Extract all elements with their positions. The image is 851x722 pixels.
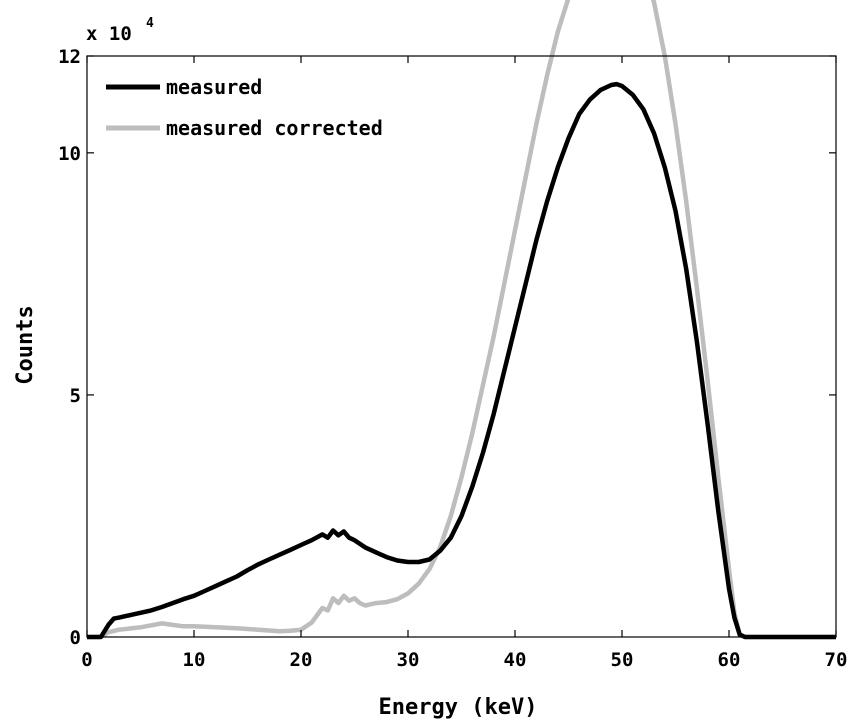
x-tick-label-0: 0 <box>81 649 92 671</box>
x-tick-label-40: 40 <box>504 649 527 671</box>
y-tick-label-10: 10 <box>58 143 81 165</box>
legend: measured measured corrected <box>106 75 383 140</box>
series-line-measured <box>87 81 836 640</box>
x-tick-label-60: 60 <box>718 649 741 671</box>
x-tick-label-20: 20 <box>290 649 313 671</box>
x-tick-label-70: 70 <box>825 649 848 671</box>
y-axis-label: Counts <box>13 305 38 384</box>
ticks-layer: 0 10 20 30 40 50 60 70 0 5 10 12 <box>58 46 847 671</box>
series-line-measured-corrected <box>87 0 836 640</box>
y-multiplier-exponent: 4 <box>146 16 154 31</box>
legend-label-measured-corrected: measured corrected <box>166 116 383 140</box>
y-tick-label-0: 0 <box>70 627 81 649</box>
y-tick-label-5: 5 <box>70 385 81 407</box>
series-layer <box>87 0 836 640</box>
x-tick-label-30: 30 <box>397 649 420 671</box>
legend-label-measured: measured <box>166 75 262 99</box>
plot-frame <box>86 55 837 638</box>
y-tick-label-12: 12 <box>58 46 81 68</box>
y-multiplier-label: x 10 <box>86 23 132 45</box>
x-axis-label: Energy (keV) <box>379 695 538 720</box>
x-tick-label-10: 10 <box>183 649 206 671</box>
x-tick-label-50: 50 <box>611 649 634 671</box>
plot-area: 0 10 20 30 40 50 60 70 0 5 10 12 <box>58 0 847 671</box>
